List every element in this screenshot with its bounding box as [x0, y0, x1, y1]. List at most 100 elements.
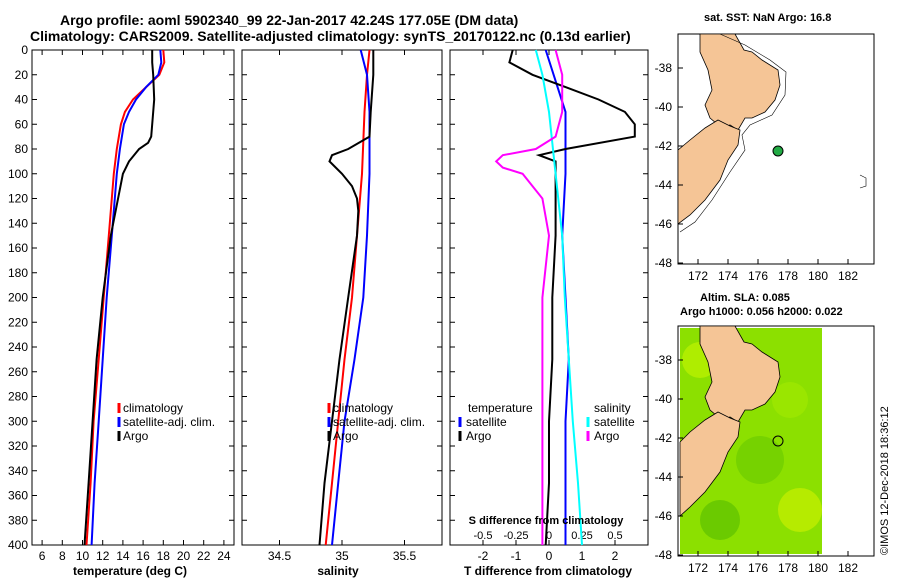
salinity-axis: 34.5 35 35.5 — [242, 49, 442, 563]
x-tick-label: 34.5 — [268, 549, 292, 563]
legend-label: satellite — [594, 415, 635, 429]
depth-tick-label: 60 — [15, 117, 29, 131]
depth-tick-label: 240 — [8, 340, 28, 354]
series-line-argo — [83, 50, 156, 546]
lon-tick-label: 178 — [778, 561, 798, 575]
lon-tick-label: 182 — [838, 561, 858, 575]
lon-tick-label: 172 — [688, 269, 708, 283]
depth-tick-label: 100 — [8, 167, 28, 181]
watermark: ©IMOS 12-Dec-2018 18:36:12 — [879, 406, 891, 555]
x-tick-label: 35 — [335, 549, 349, 563]
map-bottom-title-2: Argo h1000: 0.056 h2000: 0.022 — [680, 306, 843, 318]
lat-tick-label: -48 — [655, 256, 673, 270]
legend-label: Argo — [594, 429, 620, 443]
lat-tick-label: -44 — [655, 178, 673, 192]
depth-tick-label: 260 — [8, 365, 28, 379]
x-tick-label: 35.5 — [393, 549, 417, 563]
legend-label: satellite-adj. clim. — [123, 415, 215, 429]
lon-tick-label: 176 — [748, 561, 768, 575]
depth-tick-label: 280 — [8, 390, 28, 404]
map-top-title: sat. SST: NaN Argo: 16.8 — [704, 12, 832, 24]
x-tick-label: 18 — [157, 549, 171, 563]
x-tick-label: 14 — [116, 549, 130, 563]
lat-tick-label: -46 — [655, 509, 673, 523]
lat-tick-label: -44 — [655, 470, 673, 484]
depth-tick-label: 40 — [15, 93, 29, 107]
sdiff-tick-label: -0.25 — [503, 530, 528, 542]
x-tick-label: 0 — [546, 549, 553, 563]
salinity-xlabel: salinity — [317, 564, 359, 578]
x-tick-label: 10 — [76, 549, 90, 563]
salinity-panel-frame — [241, 49, 443, 546]
north-island-b — [699, 325, 781, 423]
x-tick-label: 12 — [96, 549, 110, 563]
sdiff-xlabel: S difference from climatology — [469, 515, 625, 527]
title-line-1: Argo profile: aoml 5902340_99 22-Jan-201… — [60, 12, 519, 28]
lat-tick-label: -38 — [655, 353, 673, 367]
lat-tick-label: -48 — [655, 548, 673, 562]
x-tick-label: 8 — [59, 549, 66, 563]
depth-tick-label: 160 — [8, 241, 28, 255]
depth-tick-label: 140 — [8, 216, 28, 230]
depth-tick-label: 80 — [15, 142, 29, 156]
x-tick-label: -1 — [511, 549, 522, 563]
lon-tick-label: 180 — [808, 561, 828, 575]
south-island — [677, 119, 741, 225]
lon-tick-label: 174 — [718, 561, 738, 575]
depth-tick-label: 0 — [21, 43, 28, 57]
sdiff-tick-label: 0.5 — [607, 530, 622, 542]
series-line-salinity-satellite — [534, 49, 583, 546]
legend-label: temperature — [468, 401, 533, 415]
depth-tick-label: 200 — [8, 291, 28, 305]
argo-position-marker-b — [772, 435, 784, 447]
sdiff-tick-label: -0.5 — [474, 530, 493, 542]
difference-axis: -2 -1 0 1 2-0.5 -0.25 0 0.25 0.5 — [450, 49, 648, 563]
map-bottom: 172 174 176 178 180 182 -38 -40 -42 -44 -46 -48 — [655, 325, 875, 575]
x-tick-label: 1 — [579, 549, 586, 563]
north-island — [699, 33, 781, 131]
temperature-axis: 0 20 40 60 80 100 120 140 160 180 200 220 240 260 280 3… — [8, 43, 234, 563]
lat-tick-label: -40 — [655, 392, 673, 406]
map-bottom-title-1: Altim. SLA: 0.085 — [700, 292, 790, 304]
temperature-xlabel: temperature (deg C) — [73, 564, 187, 578]
depth-tick-label: 360 — [8, 489, 28, 503]
lat-tick-label: -42 — [655, 431, 673, 445]
lat-tick-label: -40 — [655, 100, 673, 114]
legend-label: Argo — [333, 429, 359, 443]
lon-tick-label: 182 — [838, 269, 858, 283]
tdiff-xlabel: T difference from climatology — [464, 564, 632, 578]
x-tick-label: 22 — [197, 549, 211, 563]
depth-tick-label: 400 — [8, 538, 28, 552]
lon-tick-label: 172 — [688, 561, 708, 575]
series-line-salinity-argo — [494, 49, 564, 545]
lon-tick-label: 178 — [778, 269, 798, 283]
legend-label: climatology — [333, 401, 393, 415]
depth-tick-label: 300 — [8, 414, 28, 428]
shelf-contour — [679, 33, 787, 233]
x-tick-label: 2 — [612, 549, 619, 563]
depth-tick-label: 180 — [8, 266, 28, 280]
depth-tick-label: 380 — [8, 513, 28, 527]
depth-tick-label: 220 — [8, 315, 28, 329]
depth-tick-label: 320 — [8, 439, 28, 453]
x-tick-label: 16 — [136, 549, 150, 563]
lat-tick-label: -38 — [655, 61, 673, 75]
x-tick-label: 24 — [217, 549, 231, 563]
lon-tick-label: 174 — [718, 269, 738, 283]
argo-position-marker — [772, 145, 784, 157]
legend-label: Argo — [123, 429, 149, 443]
series-layer — [83, 49, 636, 546]
series-line-temperature-argo — [508, 49, 636, 546]
lat-tick-label: -46 — [655, 217, 673, 231]
lon-tick-label: 180 — [808, 269, 828, 283]
legend-label: satellite — [466, 415, 507, 429]
lat-tick-label: -42 — [655, 139, 673, 153]
series-line-argo — [318, 50, 375, 546]
sdiff-tick-label: 0 — [546, 530, 552, 542]
map-top: 172 174 176 178 180 182 -38 -40 -42 -44 -46 -48 — [655, 33, 875, 283]
legend-label: Argo — [466, 429, 492, 443]
x-tick-label: 6 — [39, 549, 46, 563]
depth-tick-label: 120 — [8, 192, 28, 206]
